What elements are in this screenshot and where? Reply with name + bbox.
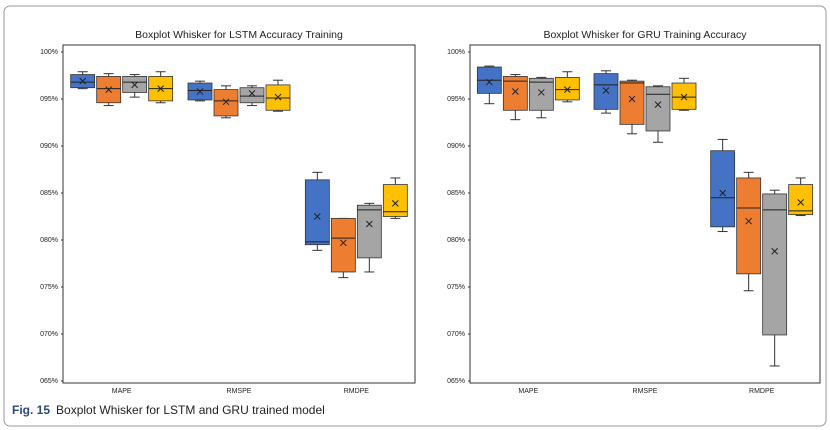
box bbox=[528, 77, 554, 111]
box-plot bbox=[619, 79, 645, 135]
mean-marker bbox=[654, 101, 662, 108]
box bbox=[356, 204, 382, 259]
chart-title: Boxplot Whisker for GRU Training Accurac… bbox=[543, 29, 747, 41]
box-plot bbox=[96, 73, 122, 107]
plot-frame bbox=[469, 44, 821, 384]
x-tick-label: RMDPE bbox=[749, 388, 775, 395]
box-plot bbox=[382, 177, 408, 219]
box-plot bbox=[70, 71, 96, 90]
chart-title: Boxplot Whisker for LSTM Accuracy Traini… bbox=[135, 29, 343, 41]
x-tick-label: RMDPE bbox=[344, 388, 370, 395]
mean-marker bbox=[680, 93, 688, 101]
mean-marker bbox=[771, 247, 779, 255]
box-plot bbox=[213, 85, 239, 119]
y-tick-label: 090% bbox=[40, 143, 58, 150]
mean-marker bbox=[274, 93, 282, 101]
y-tick-label: 070% bbox=[447, 331, 465, 338]
mean-marker bbox=[196, 88, 204, 95]
y-tick-label: 065% bbox=[40, 378, 58, 385]
box bbox=[382, 184, 408, 217]
box-plot bbox=[122, 74, 148, 98]
box-plot bbox=[736, 171, 762, 292]
mean-marker bbox=[719, 189, 727, 197]
box bbox=[239, 87, 265, 104]
box bbox=[554, 76, 580, 101]
y-tick-label: 075% bbox=[40, 284, 58, 291]
mean-marker bbox=[797, 199, 805, 206]
mean-marker bbox=[602, 87, 610, 94]
y-tick-label: 075% bbox=[447, 284, 465, 291]
box-plot bbox=[645, 85, 671, 143]
mean-marker bbox=[745, 217, 753, 225]
box bbox=[593, 73, 619, 110]
box bbox=[213, 89, 239, 117]
box-plot bbox=[554, 71, 580, 103]
mean-marker bbox=[222, 98, 230, 106]
y-tick-label: 090% bbox=[447, 143, 465, 150]
mean-marker bbox=[313, 213, 321, 220]
figure-frame bbox=[3, 5, 827, 427]
box-plot bbox=[528, 76, 554, 119]
mean-marker bbox=[131, 81, 139, 89]
x-tick-label: RMSPE bbox=[633, 388, 658, 395]
caption-label: Fig. 15 bbox=[12, 403, 50, 417]
box-plot bbox=[593, 70, 619, 114]
mean-marker bbox=[79, 77, 87, 85]
box-plot bbox=[239, 85, 265, 107]
box bbox=[304, 179, 330, 246]
box bbox=[619, 80, 645, 125]
y-tick-label: 100% bbox=[40, 49, 58, 56]
box-plot bbox=[788, 177, 814, 217]
mean-marker bbox=[537, 89, 545, 96]
y-tick-label: 070% bbox=[40, 331, 58, 338]
mean-marker bbox=[511, 88, 519, 95]
box bbox=[645, 86, 671, 132]
y-tick-label: 085% bbox=[447, 190, 465, 197]
box bbox=[710, 150, 736, 228]
mean-marker bbox=[157, 85, 165, 93]
box bbox=[788, 184, 814, 216]
y-tick-label: 065% bbox=[447, 378, 465, 385]
y-tick-label: 095% bbox=[447, 96, 465, 103]
y-tick-label: 085% bbox=[40, 190, 58, 197]
box-plot bbox=[187, 80, 213, 102]
box-plot bbox=[502, 74, 528, 121]
y-tick-label: 080% bbox=[447, 237, 465, 244]
box bbox=[736, 177, 762, 275]
box-plot bbox=[330, 217, 356, 279]
caption-text: Boxplot Whisker for LSTM and GRU trained… bbox=[56, 403, 325, 417]
box-plot bbox=[476, 65, 502, 105]
mean-marker bbox=[391, 199, 399, 207]
box-plot bbox=[762, 189, 788, 367]
box-plot bbox=[148, 71, 174, 104]
box-plot bbox=[356, 202, 382, 273]
box-plot bbox=[710, 138, 736, 233]
mean-marker bbox=[365, 220, 373, 228]
box-plot bbox=[265, 79, 291, 112]
box-plot bbox=[304, 171, 330, 251]
mean-marker bbox=[628, 95, 636, 103]
mean-marker bbox=[339, 239, 347, 247]
box bbox=[502, 76, 528, 111]
y-tick-label: 100% bbox=[447, 49, 465, 56]
x-tick-label: MAPE bbox=[112, 388, 132, 395]
plot-frame bbox=[62, 44, 416, 384]
mean-marker bbox=[485, 78, 493, 86]
y-tick-label: 080% bbox=[40, 237, 58, 244]
x-tick-label: MAPE bbox=[518, 388, 538, 395]
mean-marker bbox=[248, 90, 256, 97]
caption: Fig. 15 Boxplot Whisker for LSTM and GRU … bbox=[12, 403, 325, 417]
box bbox=[330, 217, 356, 273]
box bbox=[762, 193, 788, 336]
mean-marker bbox=[105, 86, 113, 93]
y-tick-label: 095% bbox=[40, 96, 58, 103]
box-plot bbox=[671, 77, 697, 111]
x-tick-label: RMSPE bbox=[227, 388, 252, 395]
mean-marker bbox=[563, 86, 571, 93]
box bbox=[671, 82, 697, 110]
